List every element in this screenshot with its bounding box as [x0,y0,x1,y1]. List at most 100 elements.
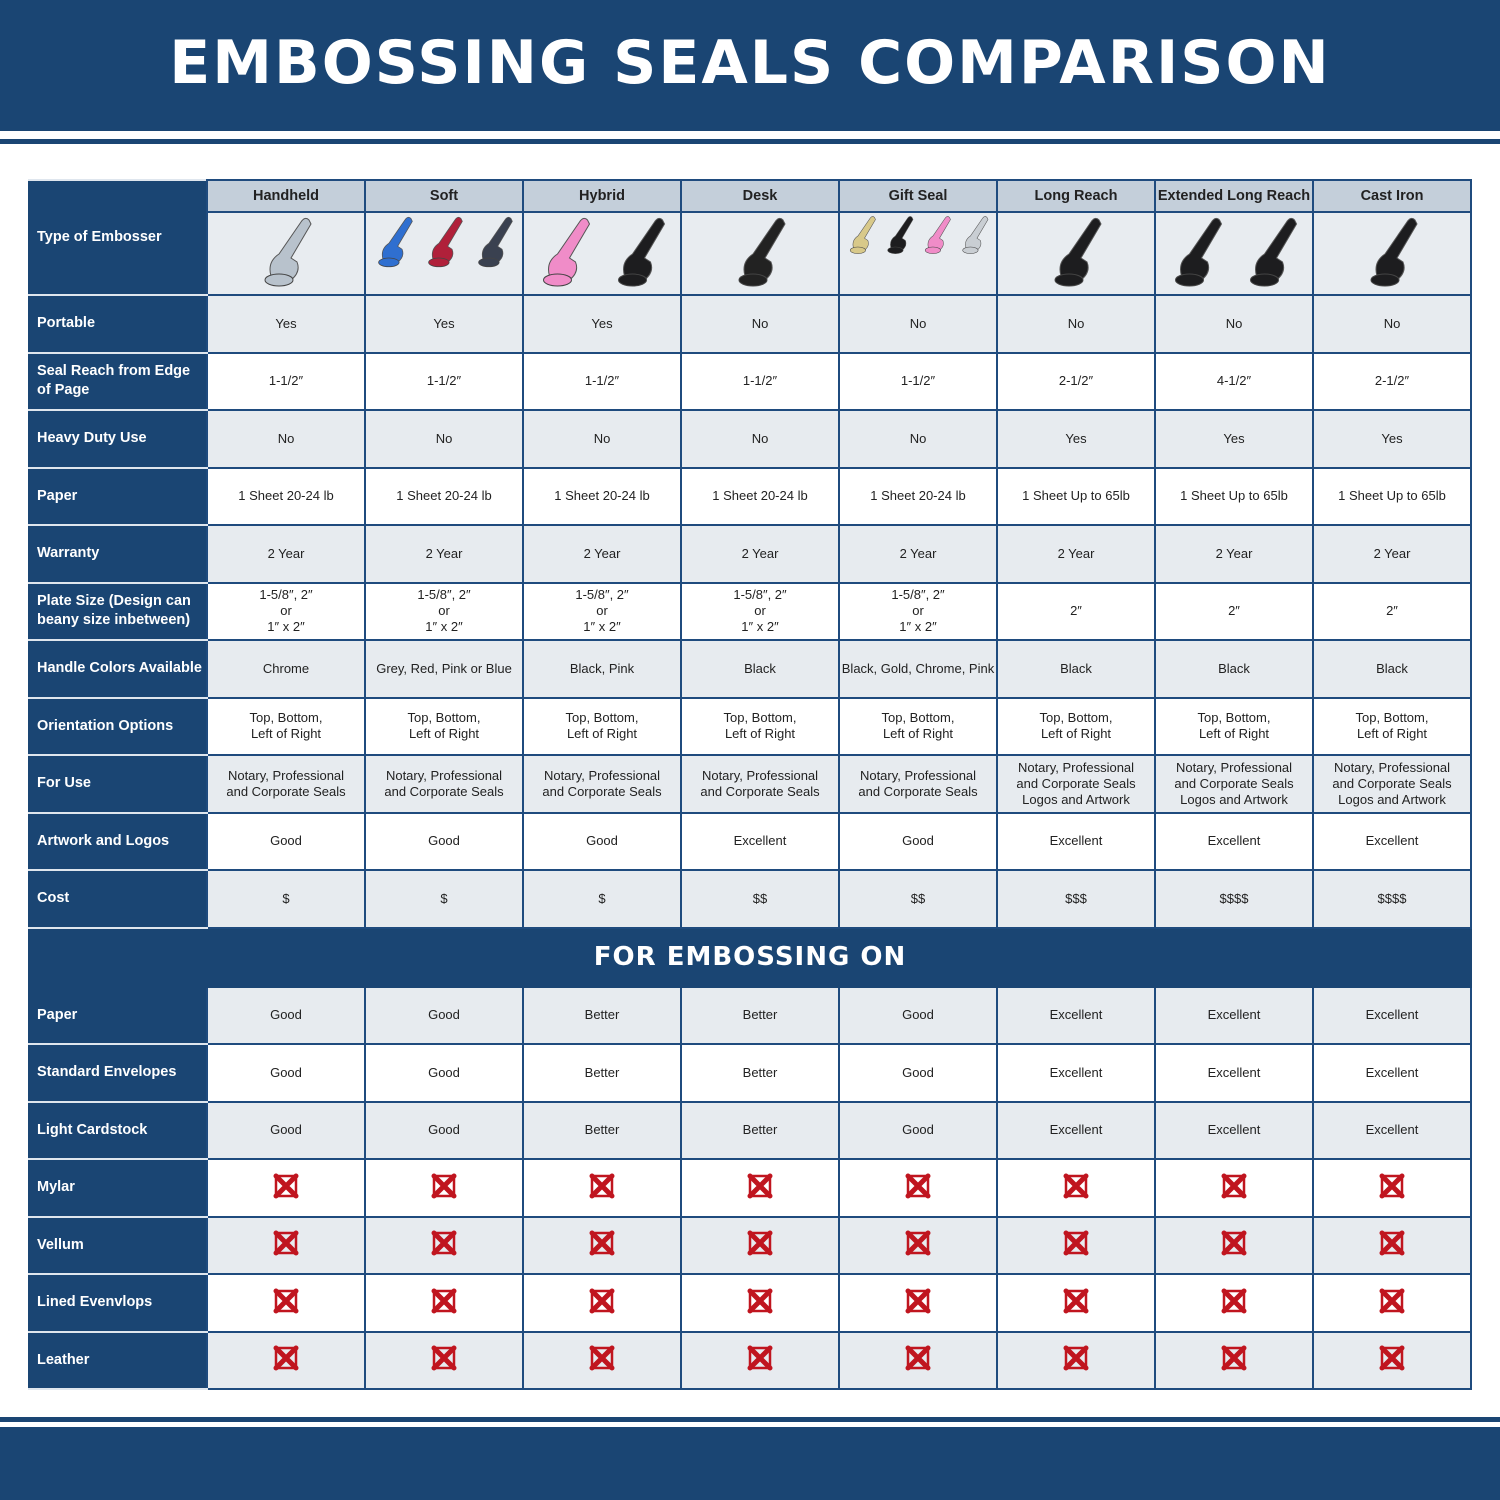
table-row-seal-reach-from-edge-of-page: Seal Reach from Edge of Page 1-1/2″ 1-1/2″… [28,351,1472,411]
row-label: Paper [28,466,208,526]
cell-text: Yes [1223,430,1245,446]
cell-value: No [838,409,998,469]
cell-value: $$ [838,869,998,929]
table-row-leather: Leather [28,1330,1472,1390]
cell-text: 1-5/8″, 2″ or 1″ x 2″ [891,587,945,635]
cell-value: 2″ [1154,581,1314,641]
cell-not-supported [206,1330,366,1390]
cell-text: Black, Gold, Chrome, Pink [841,660,995,676]
cell-value: Top, Bottom, Left of Right [1154,696,1314,756]
cell-text: 1 Sheet 20-24 lb [396,488,492,504]
table-row-lined-evenvlops: Lined Evenvlops [28,1273,1472,1333]
cell-not-supported [364,1273,524,1333]
x-mark-icon [431,1230,457,1256]
cell-text: No [277,430,295,446]
cell-value: Excellent [1312,1043,1472,1103]
x-mark-icon [1063,1345,1089,1371]
cell-value: $ [364,869,524,929]
cell-text: 1 Sheet 20-24 lb [238,488,334,504]
cell-text: 1-5/8″, 2″ or 1″ x 2″ [575,587,629,635]
cell-value: 2 Year [1312,524,1472,584]
cell-not-supported [838,1330,998,1390]
cell-text: 1-1/2″ [584,373,620,389]
row-label: Heavy Duty Use [28,409,208,469]
cell-text: 1-1/2″ [742,373,778,389]
cell-text: Better [584,1064,620,1080]
cell-text: Good [902,833,934,849]
row-label: Portable [28,294,208,354]
cell-value: 1-1/2″ [206,351,366,411]
section-title: FOR EMBOSSING ON [28,926,1472,988]
cell-value: Yes [364,294,524,354]
cell-text: 2 Year [899,545,937,561]
comparison-table: Type of Embosser Handheld Soft Hybrid Desk Gi… [28,179,1472,1390]
x-mark-icon [905,1173,931,1199]
cell-text: Yes [591,315,613,331]
column-header-handheld: Handheld [206,179,366,213]
cell-text: No [909,315,927,331]
cell-value: Good [522,811,682,871]
long-reach-embosser-icon [1054,217,1102,286]
hybrid-embossers-icon [543,217,666,286]
x-mark-icon [431,1288,457,1314]
cell-text: 2 Year [1215,545,1253,561]
x-mark-icon [1221,1345,1247,1371]
cell-value: Good [838,811,998,871]
cell-text: Notary, Professional and Corporate Seals [700,767,820,799]
cell-value: Notary, Professional and Corporate Seals [838,754,998,814]
soft-embossers-icon [378,216,513,267]
cell-text: Good [902,1122,934,1138]
cell-value: Black [996,639,1156,699]
x-mark-icon [905,1230,931,1256]
cell-text: 2-1/2″ [1374,373,1410,389]
cell-value: $ [522,869,682,929]
cell-text: Top, Bottom, Left of Right [1039,710,1113,742]
cell-value: $$$ [996,869,1156,929]
cell-text: Notary, Professional and Corporate Seals [226,767,346,799]
cell-text: 1-5/8″, 2″ or 1″ x 2″ [733,587,787,635]
column-header-row: Type of Embosser Handheld Soft Hybrid Desk Gi… [28,179,1472,296]
row-label: For Use [28,754,208,814]
column-header-extended-long-reach: Extended Long Reach [1154,179,1314,213]
embosser-image-cell [522,211,682,296]
table-row-paper: Paper 1 Sheet 20-24 lb 1 Sheet 20-24 lb 1 S… [28,466,1472,526]
row-label: Standard Envelopes [28,1043,208,1103]
cell-not-supported [996,1215,1156,1275]
column-header-hybrid: Hybrid [522,179,682,213]
embosser-image-cell [838,211,998,296]
cell-value: 2-1/2″ [1312,351,1472,411]
cell-value: 4-1/2″ [1154,351,1314,411]
cell-not-supported [1312,1215,1472,1275]
cell-value: Excellent [996,811,1156,871]
cell-text: Excellent [1049,1122,1103,1138]
cell-text: Excellent [1207,833,1261,849]
x-mark-icon [589,1230,615,1256]
cell-value: 2 Year [996,524,1156,584]
cell-text: Black [1218,660,1250,676]
cell-value: Good [206,811,366,871]
cell-text: Excellent [1207,1064,1261,1080]
table-row-orientation-options: Orientation Options Top, Bottom, Left of … [28,696,1472,756]
x-mark-icon [431,1173,457,1199]
cell-not-supported [522,1273,682,1333]
cell-not-supported [1312,1273,1472,1333]
cell-text: Good [428,1007,460,1023]
cell-value: 1-1/2″ [522,351,682,411]
cell-value: 2 Year [364,524,524,584]
desk-embosser-icon [738,217,786,286]
embosser-image-cell [996,211,1156,296]
cell-value: No [522,409,682,469]
cell-text: No [1383,315,1401,331]
cell-text: Black, Pink [569,660,635,676]
cell-value: No [996,294,1156,354]
cell-value: Top, Bottom, Left of Right [680,696,840,756]
cell-text: Black [1060,660,1092,676]
cell-text: Excellent [1049,1064,1103,1080]
cell-text: Excellent [733,833,787,849]
cell-text: Excellent [1365,833,1419,849]
cell-text: Better [742,1122,778,1138]
x-mark-icon [1221,1173,1247,1199]
cell-value: Good [364,1043,524,1103]
x-mark-icon [273,1173,299,1199]
x-mark-icon [905,1345,931,1371]
